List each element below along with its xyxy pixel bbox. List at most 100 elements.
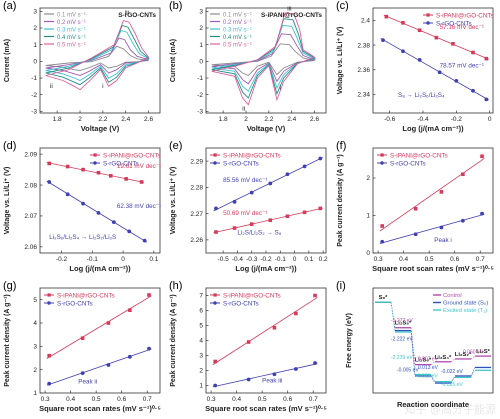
chart-title: S-rGO-CNTs <box>118 12 156 19</box>
data-point <box>384 14 389 19</box>
legend-entry: 0.2 mV s⁻¹ <box>57 20 86 26</box>
chart-svg-b: 1.8 2 2.2 2.4 2.6 -3 -2 -1 0 1 2 3 Voltage (V) S-iPAN… <box>170 6 327 133</box>
data-point <box>47 353 51 358</box>
data-point <box>246 340 251 344</box>
legend-entry: S-rGO-CNTs <box>103 160 139 167</box>
energy-connector <box>430 361 436 365</box>
x-tick-label: -0.4 <box>417 116 429 123</box>
annotation: Li₂S₆/Li₂S₄ → Li₂S₂/Li₂S <box>49 234 116 241</box>
axes-frame <box>205 7 327 114</box>
panel-f: (f) 0.3 0.4 0.5 0.6 0.7 0 1 2 Square root scan ra… <box>333 140 499 279</box>
x-tick-label: 0.3 <box>207 396 216 403</box>
panel-label: (f) <box>336 140 347 152</box>
chart-svg-c: -0.6 -0.4 -0.2 0 2.34 2.36 2.38 2.4 Log (j/(mA c… <box>337 7 494 133</box>
fit-line <box>379 158 485 232</box>
legend-entry: 0.1 mV s⁻¹ <box>57 12 86 18</box>
plot-area: 0.3 0.4 0.5 0.6 0.7 1 2 3 4 5 6 7 Square root scan r… <box>199 287 327 413</box>
chart-svg-d: -0.2 -0.1 0 0.1 2.06 2.07 2.08 2.09 Log (j/(mA c… <box>4 147 161 273</box>
annotation: 85.56 mV dec⁻¹ <box>223 177 267 184</box>
data-point <box>461 172 465 177</box>
y-axis-label: Current (mA) <box>4 39 11 82</box>
annotation: -0.022 eV <box>416 373 438 379</box>
legend-entry: 0.3 mV s⁻¹ <box>57 27 86 33</box>
legend-entry: S-rGO-CNTs <box>223 160 259 167</box>
x-tick-label: 0.5 <box>258 396 267 403</box>
data-point <box>128 308 132 312</box>
y-tick-label: 5 <box>33 297 37 304</box>
plot-area: 1.8 2 2.2 2.4 2.6 -3 -2 -1 0 1 2 3 Voltage (V) S-iPAN… <box>197 6 327 133</box>
data-point <box>413 206 418 211</box>
y-axis-label: Voltage vs. Li/Li⁺ (V) <box>4 167 11 235</box>
annotation: -1.277 eV <box>391 318 413 324</box>
data-point <box>417 57 422 62</box>
x-tick-label: -0.4 <box>232 256 244 263</box>
legend-marker <box>426 21 430 25</box>
fit-line <box>212 363 318 388</box>
panel-label: (h) <box>169 280 183 292</box>
x-axis-label: Log (j/(mA cm⁻²)) <box>69 264 131 273</box>
annotation: 78.57 mV dec⁻¹ <box>440 62 484 69</box>
chart-svg-h: 0.3 0.4 0.5 0.6 0.7 1 2 3 4 5 6 7 Square root scan r… <box>170 287 327 413</box>
legend-entry: S-iPANI@rGO-CNTs <box>390 152 448 159</box>
data-point <box>81 167 85 172</box>
y-axis-label: Free energy (eV) <box>346 313 353 368</box>
annotation: -2.239 eV <box>391 355 413 361</box>
data-point <box>232 199 237 204</box>
data-point <box>313 293 317 298</box>
axes-frame <box>39 147 161 254</box>
annotation: iii <box>125 10 129 17</box>
legend-entry: Excited state (T₁) <box>443 308 487 314</box>
data-point <box>96 170 101 175</box>
panel-label: (d) <box>3 140 17 152</box>
panel-label: (c) <box>336 0 349 12</box>
legend-entry: S-rGO-CNTs <box>57 300 93 307</box>
y-tick-label: 2.06 <box>24 244 37 251</box>
panel-label: (e) <box>169 140 183 152</box>
x-axis-label: Square root scan rates (mV s⁻¹)⁰·⁵ <box>39 404 161 413</box>
annotation: ii <box>50 83 53 90</box>
panel-label: (b) <box>169 0 183 12</box>
data-point <box>65 164 70 169</box>
legend-entry: Control <box>443 293 462 299</box>
annotation: i <box>102 83 103 90</box>
series-line <box>45 45 149 71</box>
data-point <box>460 218 465 223</box>
x-axis-label: Voltage (V) <box>247 124 286 133</box>
x-axis-label: Log (j/(mA cm⁻²)) <box>402 124 464 133</box>
data-point <box>380 239 385 244</box>
y-tick-label: 2 <box>199 25 203 32</box>
series-line <box>45 19 150 91</box>
data-point <box>439 225 444 230</box>
plot-area: 1.8 2 2.2 2.4 2.6 -3 -2 -1 0 1 2 3 Voltage (V) S-rGO-… <box>31 7 161 133</box>
x-tick-label: 2.4 <box>121 116 130 123</box>
legend-entry: S-rGO-CNTs <box>390 160 426 167</box>
legend-entry: S-iPANI@rGO-CNTs <box>57 292 115 299</box>
step-label: S₈* <box>379 295 389 301</box>
annotation: ii <box>242 106 245 113</box>
panel-label: (a) <box>3 0 17 12</box>
annotation: -0.005 eV <box>397 368 419 374</box>
annotation: 62.38 mV dec⁻¹ <box>117 203 161 210</box>
x-tick-label: 0.4 <box>66 396 75 403</box>
data-point <box>268 181 273 186</box>
data-point <box>106 363 111 367</box>
data-point <box>124 177 128 181</box>
x-tick-label: 2.4 <box>287 116 296 123</box>
annotation: 57.16 mV dec⁻¹ <box>440 24 484 31</box>
legend-entry: S-iPANI@rGO-CNTs <box>436 12 494 19</box>
data-point <box>246 377 251 382</box>
panel-a: (a) 1.8 2 2.2 2.4 2.6 -3 -2 -1 0 1 2 3 Voltage (V) S-r… <box>0 0 166 139</box>
data-point <box>111 220 116 225</box>
series-line <box>45 29 150 82</box>
data-point <box>434 35 439 40</box>
chart-svg-f: 0.3 0.4 0.5 0.6 0.7 0 1 2 Square root scan rates… <box>337 147 494 273</box>
plot-area: Reaction coordinate S₈* Li₂S₈* Li₂S₆* Li₂S₄*… <box>372 287 494 409</box>
y-tick-label: -2 <box>197 92 203 99</box>
x-tick-label: 0.2 <box>319 256 328 263</box>
legend-marker <box>426 13 430 17</box>
fit-line <box>46 348 152 386</box>
data-point <box>293 367 298 371</box>
y-tick-label: 0 <box>366 250 370 257</box>
data-point <box>380 224 384 228</box>
y-axis-label: Peak current density (A g⁻¹) <box>337 154 344 247</box>
